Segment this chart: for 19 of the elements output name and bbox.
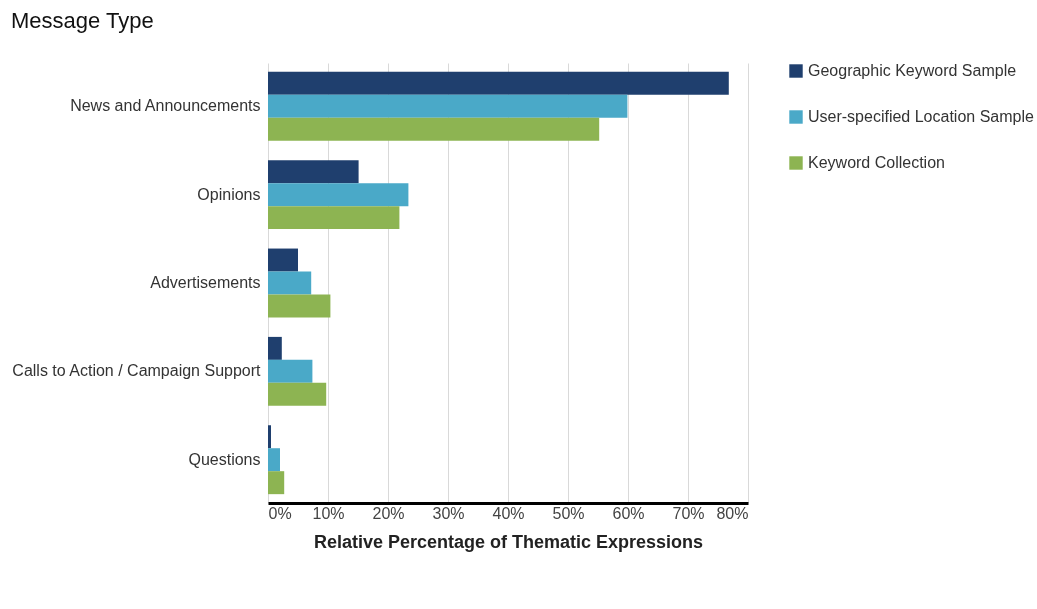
x-tick-label: 20% — [372, 504, 405, 522]
text: Message Type — [10, 8, 154, 33]
legend-label: Keyword Collection — [808, 154, 945, 171]
legend-label: User-specified Location Sample — [808, 108, 1034, 125]
x-axis-title: Relative Percentage of Thematic Expressions — [313, 531, 704, 552]
x-tick-label: 70% — [672, 504, 705, 522]
x-tick-label: 10% — [312, 504, 345, 522]
x-tick-label: 50% — [552, 504, 585, 522]
y-tick-label: News and Announcements — [70, 97, 261, 115]
x-tick-label: 0% — [268, 504, 292, 522]
legend-label: Geographic Keyword Sample — [808, 62, 1017, 79]
y-tick-label: Opinions — [197, 185, 261, 203]
y-tick-label: Calls to Action / Campaign Support — [12, 362, 262, 380]
x-tick-label: 30% — [432, 504, 465, 522]
x-tick-label: 40% — [492, 504, 525, 522]
x-tick-label: 60% — [612, 504, 645, 522]
x-tick-label: 80% — [716, 504, 749, 522]
y-tick-label: Advertisements — [150, 274, 261, 291]
y-tick-label: Questions — [188, 450, 261, 468]
